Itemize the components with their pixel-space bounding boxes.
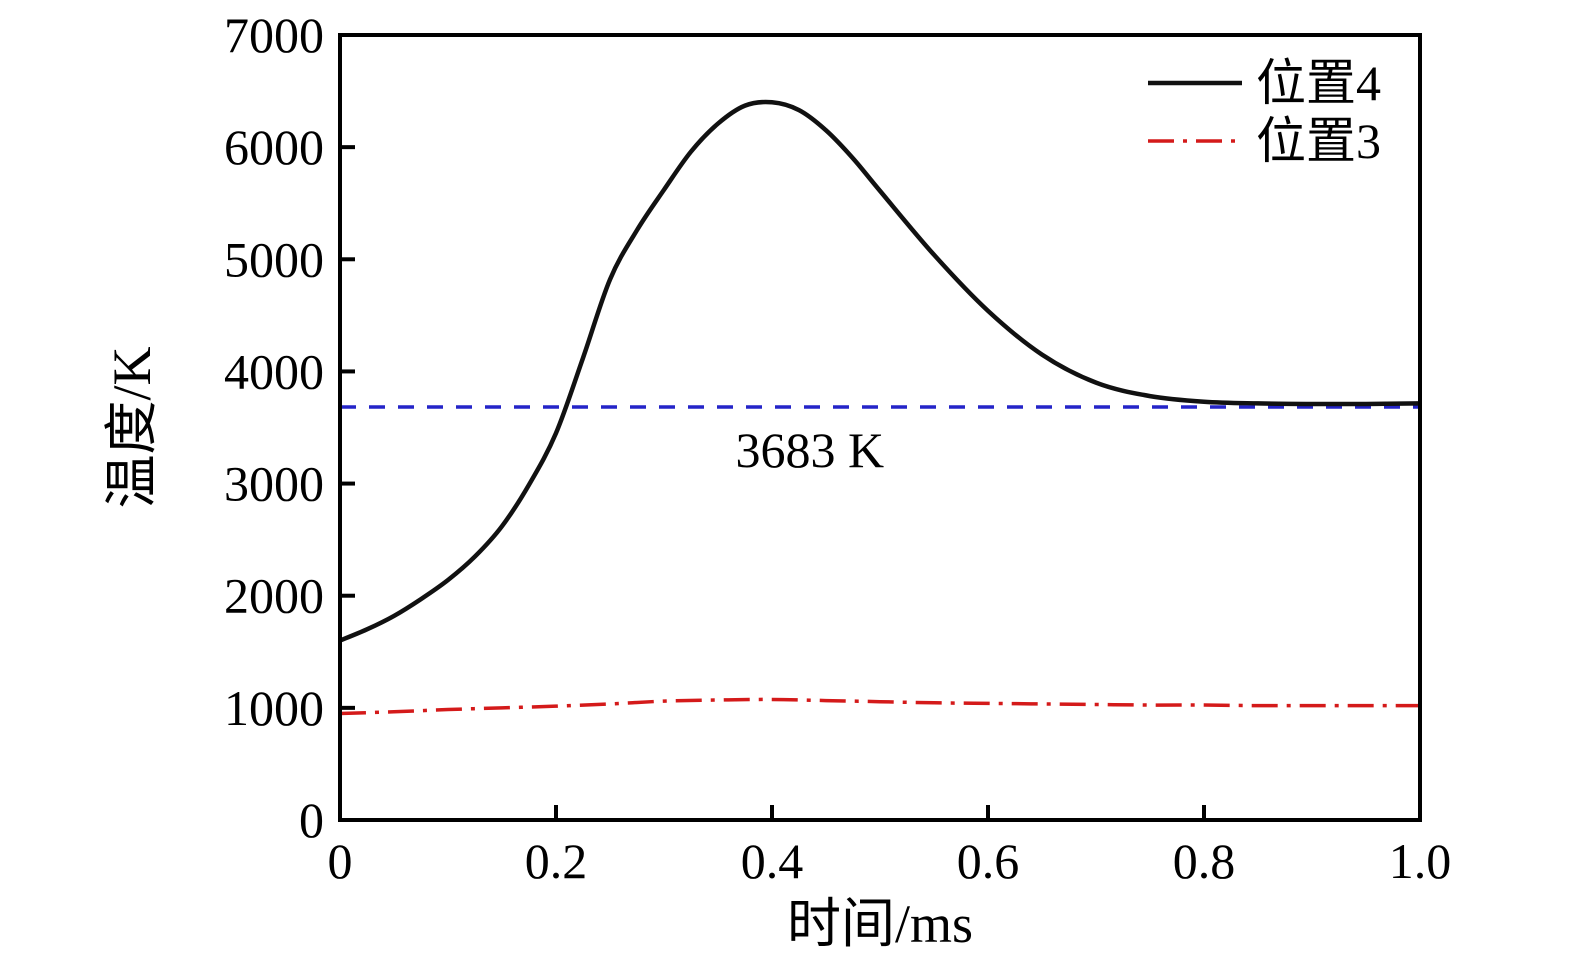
y-axis-label: 温度/K (102, 346, 162, 508)
y-tick-label: 3000 (224, 456, 324, 512)
series-line-1 (339, 99, 1421, 643)
x-axis-label: 时间/ms (787, 894, 973, 954)
y-tick-label: 6000 (224, 119, 324, 175)
x-tick-label: 0.6 (957, 833, 1020, 889)
legend-label: 位置3 (1256, 113, 1381, 169)
y-tick-label: 4000 (224, 343, 324, 399)
series-lines (339, 99, 1421, 716)
y-tick-label: 5000 (224, 231, 324, 287)
x-tick-label: 0.2 (525, 833, 588, 889)
legend-label: 位置4 (1256, 55, 1381, 111)
x-tick-label: 1.0 (1389, 833, 1452, 889)
series-line-2 (339, 697, 1420, 716)
axes-frame (338, 33, 1422, 822)
x-tick-label: 0.4 (741, 833, 804, 889)
y-tick-label: 7000 (224, 7, 324, 63)
y-tick-label: 1000 (224, 680, 324, 736)
y-tick-label: 2000 (224, 568, 324, 624)
annotation-3683K: 3683 K (735, 422, 884, 478)
x-tick-label: 0 (328, 833, 353, 889)
y-tick-label: 0 (299, 792, 324, 848)
axis-ticks: 0 1000 2000 3000 4000 5000 6000 7000 0 0.2 0.4 0.6 0… (224, 7, 1451, 889)
x-tick-label: 0.8 (1173, 833, 1236, 889)
